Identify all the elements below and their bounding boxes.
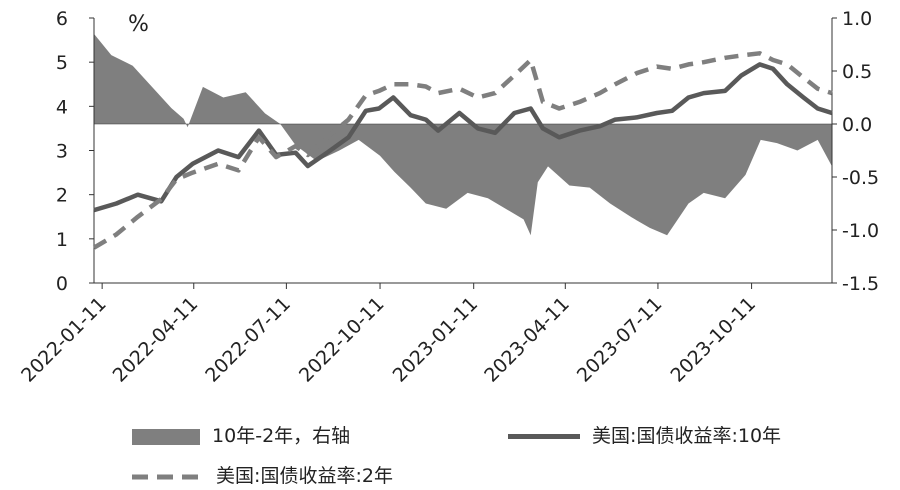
unit-label: % (128, 12, 149, 37)
x-tick-label: 2022-01-11 (17, 293, 111, 387)
legend-label-2y: 美国:国债收益率:2年 (216, 465, 393, 487)
y-left-tick-label: 4 (56, 96, 68, 118)
x-tick-label: 2023-10-11 (666, 293, 760, 387)
legend-item-2y: 美国:国债收益率:2年 (132, 461, 393, 488)
x-tick-label: 2022-07-11 (201, 293, 295, 387)
y-left-tick-label: 3 (56, 141, 68, 163)
spread-area (94, 33, 832, 236)
legend-solid-swatch (508, 434, 580, 439)
y-right-tick-label: -0.5 (842, 167, 879, 189)
y-right-tick-label: 1.0 (842, 8, 872, 30)
legend-label-spread: 10年-2年，右轴 (212, 425, 351, 447)
y-right-tick-label: -1.0 (842, 220, 879, 242)
line-layer (92, 51, 833, 250)
y-left-tick-label: 0 (56, 273, 68, 295)
y-right-tick-label: -1.5 (842, 273, 879, 295)
legend-item-10y: 美国:国债收益率:10年 (508, 421, 781, 448)
y-right-tick-label: 0.5 (842, 61, 872, 83)
spread-area-layer (94, 33, 832, 236)
x-tick-label: 2022-10-11 (295, 293, 389, 387)
y-left-tick-label: 1 (56, 229, 68, 251)
legend-item-spread: 10年-2年，右轴 (132, 421, 350, 448)
line-2y (92, 51, 833, 250)
x-tick-label: 2023-07-11 (573, 293, 667, 387)
legend-label-10y: 美国:国债收益率:10年 (592, 425, 782, 447)
line-10y (93, 62, 833, 213)
y-right-tick-label: 0.0 (842, 114, 872, 136)
legend-area-swatch (132, 428, 200, 445)
x-tick-label: 2023-01-11 (389, 293, 483, 387)
x-tick-label: 2022-04-11 (109, 293, 203, 387)
y-left-tick-label: 5 (56, 52, 68, 74)
y-left-tick-label: 6 (56, 8, 68, 30)
y-left-tick-label: 2 (56, 185, 68, 207)
legend-dashed-swatch (132, 474, 204, 479)
x-tick-label: 2023-04-11 (480, 293, 574, 387)
